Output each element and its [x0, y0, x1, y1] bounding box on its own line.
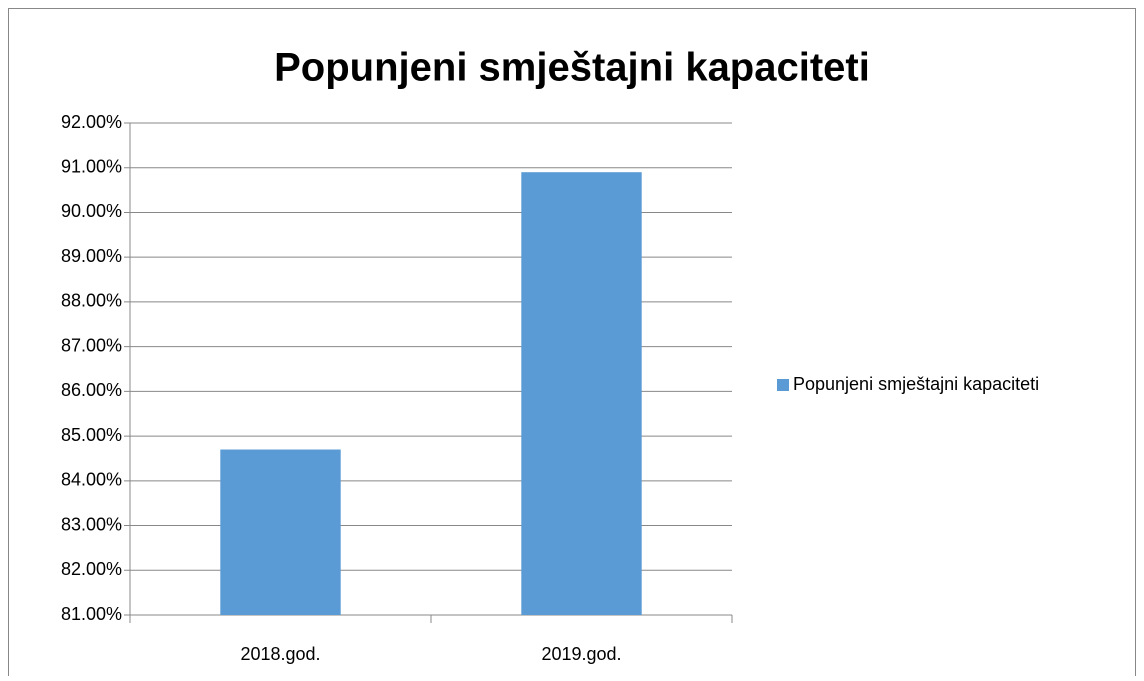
- y-tick-label: 89.00%: [61, 246, 122, 266]
- y-tick-label: 81.00%: [61, 604, 122, 624]
- x-tick-label: 2019.god.: [541, 644, 621, 664]
- y-tick-label: 90.00%: [61, 201, 122, 221]
- y-tick-label: 88.00%: [61, 291, 122, 311]
- y-tick-label: 91.00%: [61, 156, 122, 176]
- y-tick-label: 85.00%: [61, 425, 122, 445]
- legend-label: Popunjeni smještajni kapaciteti: [793, 374, 1039, 394]
- y-tick-label: 92.00%: [61, 112, 122, 132]
- y-tick-label: 84.00%: [61, 470, 122, 490]
- chart-border: [8, 8, 1136, 681]
- x-tick-label: 2018.god.: [240, 644, 320, 664]
- y-tick-label: 82.00%: [61, 559, 122, 579]
- legend-swatch: [777, 379, 789, 391]
- bar: [521, 172, 642, 615]
- y-tick-label: 86.00%: [61, 380, 122, 400]
- bar: [220, 449, 341, 615]
- y-tick-label: 87.00%: [61, 335, 122, 355]
- chart-title: Popunjeni smještajni kapaciteti: [274, 46, 870, 90]
- y-tick-label: 83.00%: [61, 514, 122, 534]
